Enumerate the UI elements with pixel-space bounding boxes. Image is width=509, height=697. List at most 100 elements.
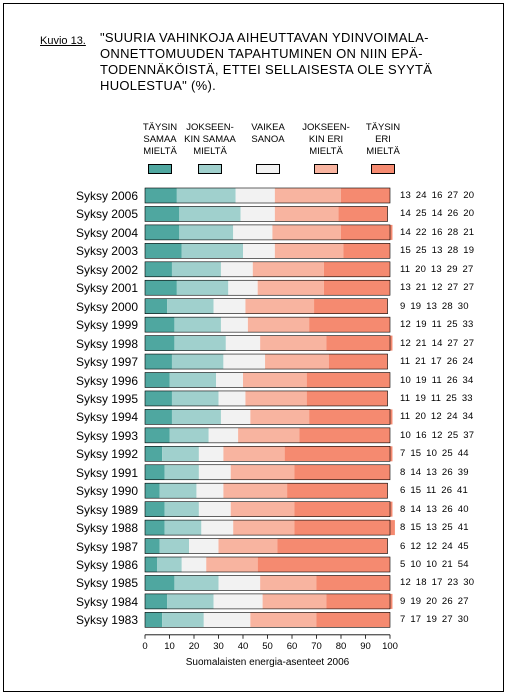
legend-swatch-4	[314, 164, 338, 174]
bar-segment	[169, 372, 217, 388]
bar-segment	[233, 520, 295, 536]
bar-segment	[260, 575, 317, 591]
bar-segment	[245, 390, 307, 406]
bar-outline	[144, 390, 388, 407]
category-label: Syksy 1986	[75, 558, 138, 572]
row-values: 14 25 14 26 20	[400, 208, 475, 220]
row-values: 8 15 13 25 41	[400, 522, 469, 534]
category-label: Syksy 2003	[75, 244, 138, 259]
bar-segment	[238, 427, 300, 443]
bar-segment	[260, 335, 327, 351]
bar-segment	[164, 464, 199, 480]
bar-outline	[144, 538, 388, 554]
bar-segment	[274, 188, 341, 203]
bar-segment	[225, 335, 261, 351]
bar-segment	[157, 557, 182, 572]
x-tick-label: 20	[188, 640, 200, 652]
category-label: Syksy 1992	[75, 447, 138, 462]
category-label: Syksy 1983	[75, 613, 138, 628]
bar-segment	[164, 501, 199, 517]
bar-outline	[144, 298, 388, 315]
bar-segment	[198, 446, 224, 462]
row-values: 11 20 13 29 27	[400, 263, 474, 275]
bar-segment	[145, 483, 160, 499]
row-values: 6 15 11 26 41	[400, 485, 469, 497]
bar-segment	[145, 501, 165, 517]
bar-segment	[247, 317, 310, 333]
legend-label-3: VAIKEA SANOA	[251, 122, 285, 145]
bar-outline	[144, 519, 391, 536]
bar-segment	[250, 409, 310, 425]
bar-segment	[243, 372, 307, 388]
bar-segment	[274, 206, 339, 222]
category-label: Syksy 1997	[75, 355, 138, 370]
bar-segment	[274, 243, 344, 259]
x-tick-label: 100	[382, 640, 398, 652]
bar-segment	[306, 372, 390, 388]
bar-segment	[145, 280, 177, 296]
row-values: 9 19 20 26 27	[400, 595, 469, 607]
bar-segment	[145, 261, 172, 277]
legend-label-1: TÄYSIN SAMAA MIELTÄ	[142, 122, 178, 157]
bar-segment	[230, 464, 295, 480]
row-values: 15 25 13 28 19	[400, 245, 475, 257]
bar-segment	[284, 446, 393, 462]
x-tick-label: 80	[335, 640, 347, 652]
row-values: 9 19 13 28 30	[400, 300, 469, 312]
category-label: Syksy 1990	[75, 484, 138, 499]
bar-segment	[208, 427, 239, 443]
bar-segment	[223, 446, 285, 462]
legend-swatch-5	[371, 164, 395, 174]
x-tick-label: 70	[311, 640, 322, 652]
category-label: Syksy 1991	[75, 465, 138, 480]
row-values: 14 22 16 28 21	[400, 226, 475, 238]
bar-segment	[145, 446, 163, 462]
bar-segment	[196, 483, 224, 499]
bar-segment	[145, 224, 180, 240]
bar-segment	[338, 206, 388, 222]
bar-outline	[144, 206, 388, 222]
bar-segment	[326, 593, 393, 609]
row-values: 13 21 12 27 27	[400, 282, 475, 294]
bar-segment	[309, 317, 390, 333]
x-tick-label: 60	[286, 640, 298, 652]
bar-outline	[144, 445, 391, 462]
bar-segment	[272, 224, 341, 240]
row-values: 8 14 13 26 39	[400, 466, 469, 478]
bar-segment	[174, 317, 221, 333]
bar-segment	[145, 575, 175, 591]
bar-outline	[144, 316, 391, 333]
bar-segment	[228, 280, 258, 296]
bar-segment	[203, 612, 251, 628]
bar-segment	[181, 243, 243, 259]
bar-segment	[218, 538, 278, 554]
row-values: 13 24 16 27 20	[400, 190, 475, 201]
bar-segment	[323, 280, 390, 296]
bar-segment	[220, 409, 251, 425]
bar-segment	[162, 612, 204, 628]
bar-segment	[223, 483, 288, 499]
bar-segment	[240, 206, 275, 222]
category-label: Syksy 2006	[75, 189, 138, 203]
row-values: 11 21 17 26 24	[400, 356, 474, 368]
bar-segment	[220, 261, 253, 277]
category-label: Syksy 1989	[75, 502, 138, 517]
bar-segment	[245, 298, 315, 314]
bar-segment	[316, 575, 390, 591]
x-tick-label: 90	[360, 640, 371, 652]
legend-label-4: JOKSEEN- KIN ERI MIELTÄ	[302, 122, 350, 157]
bar-segment	[316, 612, 390, 628]
bar-segment	[145, 354, 172, 370]
bar-segment	[262, 593, 327, 609]
category-label: Syksy 1996	[75, 373, 138, 388]
bar-segment	[341, 224, 393, 240]
bar-segment	[201, 520, 234, 536]
bar-segment	[176, 188, 236, 203]
bar-segment	[145, 372, 170, 388]
category-label: Syksy 1984	[75, 594, 138, 609]
bar-segment	[250, 612, 317, 628]
category-label: Syksy 2004	[75, 225, 138, 240]
legend-swatch-1	[148, 164, 172, 174]
x-tick-label: 30	[213, 640, 224, 652]
